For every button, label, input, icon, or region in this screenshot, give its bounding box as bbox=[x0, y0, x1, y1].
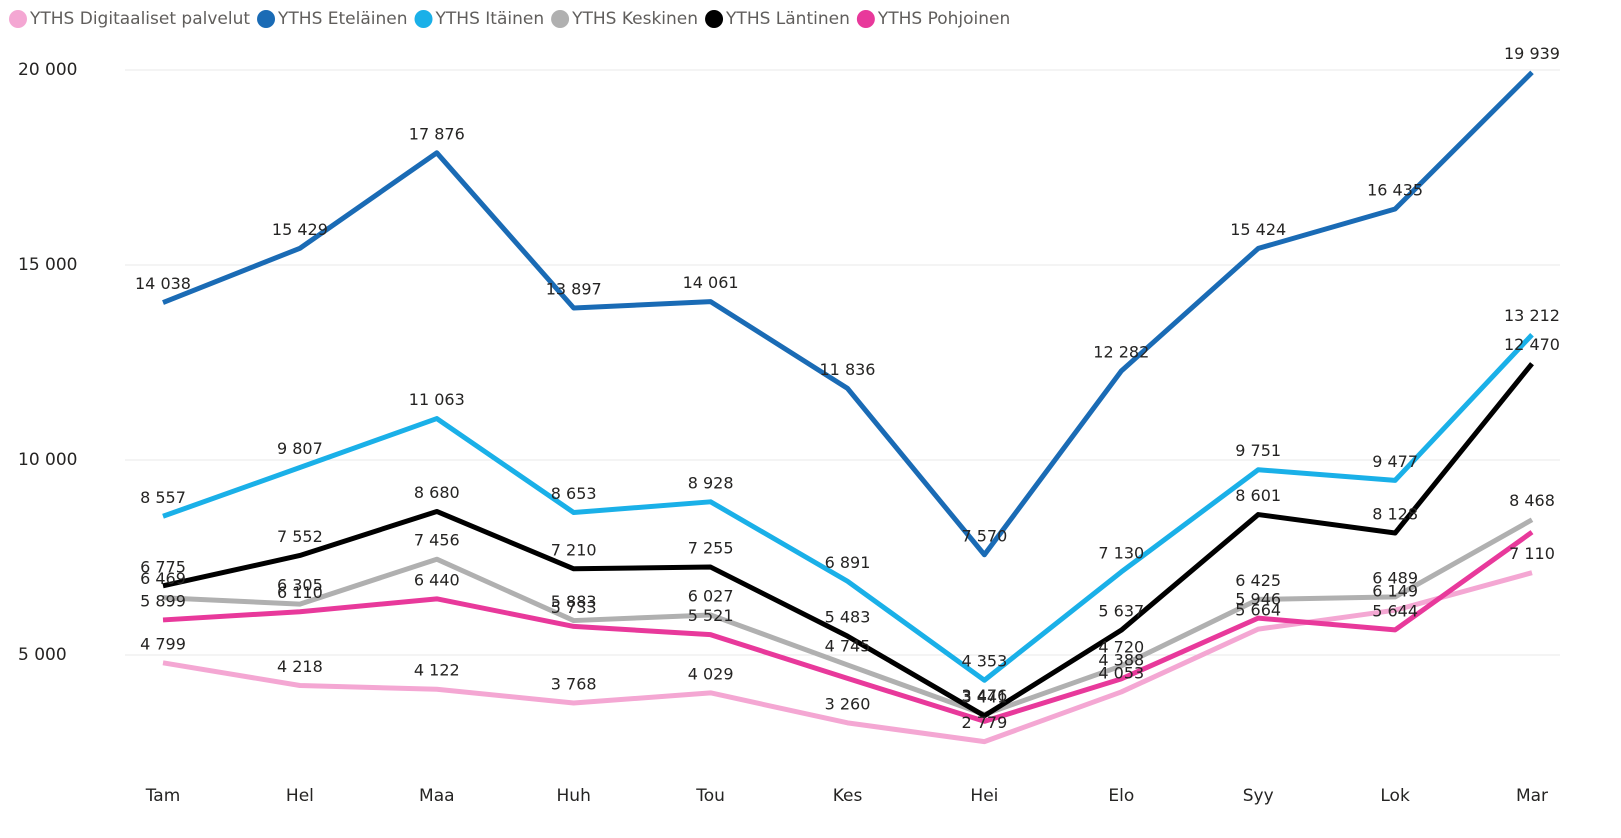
data-label: 4 353 bbox=[961, 652, 1007, 671]
data-label: 5 664 bbox=[1235, 601, 1281, 620]
x-tick-label: Hel bbox=[286, 786, 314, 806]
legend-marker bbox=[551, 10, 570, 28]
x-tick-label: Lok bbox=[1380, 786, 1410, 806]
data-label: 14 061 bbox=[683, 273, 739, 292]
data-label: 4 218 bbox=[277, 657, 323, 676]
data-label: 8 468 bbox=[1509, 491, 1555, 510]
data-label: 3 476 bbox=[961, 686, 1007, 705]
legend-marker bbox=[856, 10, 875, 28]
data-label: 6 489 bbox=[1372, 568, 1418, 587]
data-label: 5 899 bbox=[140, 591, 186, 610]
data-label: 15 429 bbox=[272, 220, 328, 239]
data-label: 12 470 bbox=[1504, 335, 1560, 354]
x-tick-label: Tam bbox=[145, 786, 181, 806]
data-label: 4 388 bbox=[1098, 650, 1144, 669]
y-tick-label: 10 000 bbox=[18, 450, 77, 470]
data-label: 6 425 bbox=[1235, 571, 1281, 590]
series-line bbox=[162, 362, 1534, 719]
data-label: 5 644 bbox=[1372, 601, 1418, 620]
legend-marker bbox=[9, 10, 27, 28]
y-tick-label: 5 000 bbox=[18, 645, 67, 665]
legend-label: YTHS Itäinen bbox=[435, 9, 545, 29]
data-label: 8 128 bbox=[1372, 505, 1418, 524]
data-label: 8 680 bbox=[414, 483, 460, 502]
data-label: 5 637 bbox=[1098, 602, 1144, 621]
data-label: 7 210 bbox=[551, 540, 597, 559]
data-label: 8 928 bbox=[688, 473, 734, 492]
series-line bbox=[162, 70, 1534, 558]
x-tick-label: Tou bbox=[695, 786, 725, 806]
data-label: 7 255 bbox=[688, 539, 734, 558]
data-label: 4 745 bbox=[825, 636, 871, 655]
data-label: 2 779 bbox=[961, 713, 1007, 732]
data-label: 4 053 bbox=[1098, 663, 1144, 682]
data-label: 8 557 bbox=[140, 488, 186, 507]
legend-label: YTHS Digitaaliset palvelut bbox=[29, 9, 250, 29]
data-label: 11 836 bbox=[820, 360, 876, 379]
data-label: 16 435 bbox=[1367, 181, 1423, 200]
y-tick-label: 20 000 bbox=[18, 60, 77, 80]
data-label: 3 441 bbox=[961, 687, 1007, 706]
data-label: 6 110 bbox=[277, 583, 323, 602]
legend-marker bbox=[257, 10, 276, 28]
x-tick-label: Huh bbox=[557, 786, 591, 806]
data-label: 4 122 bbox=[414, 661, 460, 680]
data-label: 14 038 bbox=[135, 274, 191, 293]
legend-marker bbox=[705, 10, 724, 28]
data-label: 6 891 bbox=[825, 553, 871, 572]
data-label: 4 029 bbox=[688, 664, 734, 683]
data-label: 6 305 bbox=[277, 576, 323, 595]
data-label: 7 456 bbox=[414, 531, 460, 550]
data-label: 3 260 bbox=[825, 694, 871, 713]
data-label: 9 807 bbox=[277, 439, 323, 458]
data-label: 8 601 bbox=[1235, 486, 1281, 505]
legend-marker bbox=[414, 10, 433, 28]
data-label: 7 552 bbox=[277, 527, 323, 546]
series-line bbox=[162, 517, 1534, 717]
data-label: 8 653 bbox=[551, 484, 597, 503]
x-tick-label: Hei bbox=[970, 786, 998, 806]
data-label: 6 775 bbox=[140, 557, 186, 576]
data-label: 5 946 bbox=[1235, 590, 1281, 609]
data-label: 7 570 bbox=[961, 526, 1007, 545]
data-label: 4 799 bbox=[140, 634, 186, 653]
data-label: 5 483 bbox=[825, 608, 871, 627]
data-label: 13 212 bbox=[1504, 306, 1560, 325]
data-label: 6 440 bbox=[414, 570, 460, 589]
data-label: 12 282 bbox=[1093, 343, 1149, 362]
x-tick-label: Elo bbox=[1108, 786, 1134, 806]
legend-label: YTHS Läntinen bbox=[725, 9, 850, 29]
data-label: 6 469 bbox=[140, 569, 186, 588]
data-label: 13 897 bbox=[546, 280, 602, 299]
legend-label: YTHS Keskinen bbox=[571, 9, 698, 29]
legend-label: YTHS Eteläinen bbox=[277, 9, 407, 29]
data-label: 17 876 bbox=[409, 124, 465, 143]
series-line bbox=[162, 333, 1534, 683]
data-label: 7 130 bbox=[1098, 543, 1144, 562]
data-label: 4 720 bbox=[1098, 637, 1144, 656]
legend-label: YTHS Pohjoinen bbox=[877, 9, 1010, 29]
data-label: 6 149 bbox=[1372, 582, 1418, 601]
x-tick-label: Kes bbox=[833, 786, 863, 806]
data-label: 15 424 bbox=[1230, 220, 1286, 239]
series-line bbox=[162, 530, 1534, 724]
x-tick-label: Syy bbox=[1243, 786, 1274, 806]
y-tick-label: 15 000 bbox=[18, 255, 77, 275]
data-label: 11 063 bbox=[409, 390, 465, 409]
data-label: 9 477 bbox=[1372, 452, 1418, 471]
x-tick-label: Maa bbox=[419, 786, 455, 806]
x-tick-label: Mar bbox=[1516, 786, 1548, 806]
data-label: 5 883 bbox=[551, 592, 597, 611]
data-label: 3 768 bbox=[551, 675, 597, 694]
data-label: 9 751 bbox=[1235, 441, 1281, 460]
data-label: 7 110 bbox=[1509, 544, 1555, 563]
data-label: 6 027 bbox=[688, 586, 734, 605]
data-label: 19 939 bbox=[1504, 44, 1560, 63]
data-label: 5 733 bbox=[551, 598, 597, 617]
data-label: 5 521 bbox=[688, 606, 734, 625]
